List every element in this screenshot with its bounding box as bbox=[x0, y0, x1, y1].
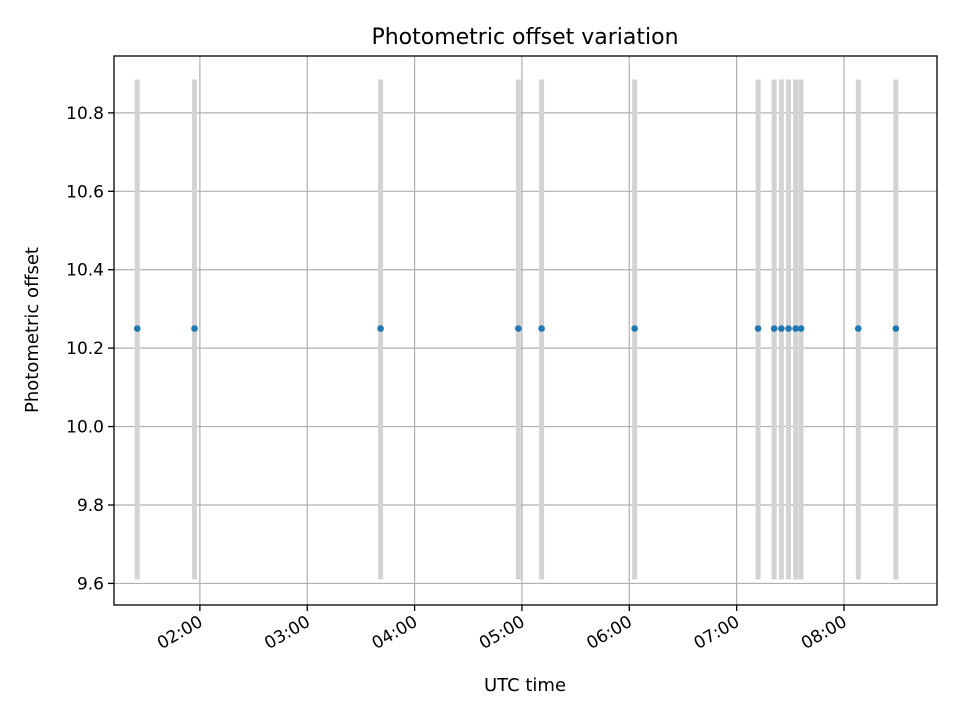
data-point-4 bbox=[538, 325, 545, 332]
plot-frame bbox=[113, 55, 938, 606]
y-tick-label-1: 9.8 bbox=[77, 496, 104, 516]
data-point-5 bbox=[631, 325, 638, 332]
data-point-11 bbox=[797, 325, 805, 332]
y-tick-label-3: 10.2 bbox=[66, 339, 104, 359]
chart-title: Photometric offset variation bbox=[371, 25, 678, 50]
x-tick-label-6: 08:00 bbox=[798, 612, 850, 654]
data-point-10 bbox=[792, 325, 799, 332]
data-point-3 bbox=[515, 325, 522, 332]
x-tick-label-0: 02:00 bbox=[154, 612, 206, 654]
y-tick-label-2: 10.0 bbox=[66, 418, 104, 438]
y-tick-label-4: 10.4 bbox=[66, 261, 104, 281]
x-axis: 02:00 03:00 04:00 05:00 06:00 07:00 08:00 bbox=[154, 605, 850, 654]
data-point-7 bbox=[770, 325, 778, 332]
grid bbox=[114, 56, 937, 605]
y-tick-label-5: 10.6 bbox=[66, 182, 104, 202]
x-tick-label-5: 07:00 bbox=[691, 612, 743, 654]
y-axis: 9.6 9.8 10.0 10.2 10.4 10.6 10.8 bbox=[66, 104, 114, 594]
data-point-0 bbox=[133, 325, 141, 332]
y-axis-label: Photometric offset bbox=[22, 247, 43, 413]
x-tick-label-1: 03:00 bbox=[261, 612, 313, 654]
x-tick-label-4: 06:00 bbox=[583, 612, 635, 654]
data-point-6 bbox=[754, 325, 762, 332]
y-tick-label-0: 9.6 bbox=[77, 574, 104, 594]
data-points bbox=[133, 325, 900, 332]
x-tick-label-2: 04:00 bbox=[369, 612, 421, 654]
data-point-12 bbox=[854, 325, 862, 332]
y-tick-label-6: 10.8 bbox=[66, 104, 104, 124]
data-point-8 bbox=[778, 325, 785, 332]
data-point-1 bbox=[191, 325, 198, 332]
x-axis-label: UTC time bbox=[484, 675, 566, 696]
data-point-2 bbox=[377, 325, 384, 332]
data-point-13 bbox=[892, 325, 900, 332]
data-point-9 bbox=[785, 325, 792, 332]
x-tick-label-3: 05:00 bbox=[476, 612, 528, 654]
